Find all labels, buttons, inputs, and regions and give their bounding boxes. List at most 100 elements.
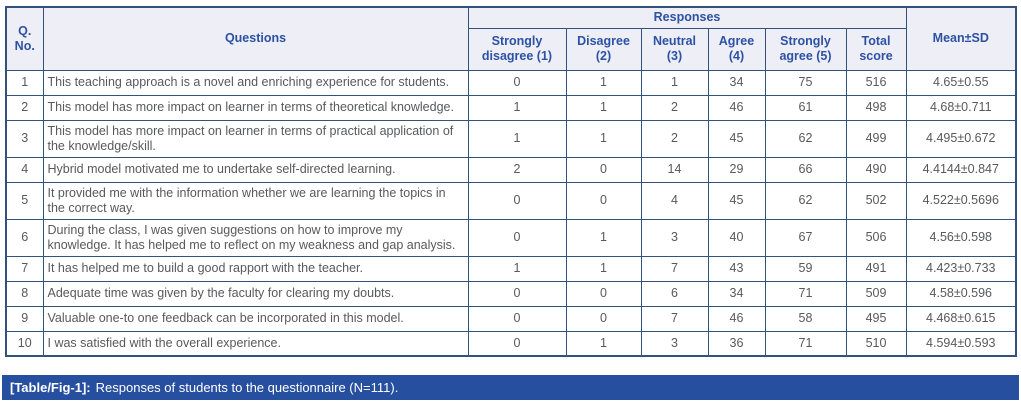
strongly-disagree-cell: 1 xyxy=(467,94,567,121)
col-header-qno: Q. No. xyxy=(5,6,44,71)
header-row-scales: Strongly disagree (1) Disagree (2) Neutr… xyxy=(6,27,1016,71)
mean-sd-cell: 4.594±0.593 xyxy=(905,330,1017,357)
col-header-mean-sd: Mean±SD xyxy=(905,6,1017,71)
agree-cell: 46 xyxy=(707,94,766,121)
agree-cell: 40 xyxy=(707,218,766,257)
disagree-cell: 1 xyxy=(565,255,642,282)
agree-cell: 45 xyxy=(707,119,766,158)
total-score-cell: 491 xyxy=(845,255,907,282)
strongly-disagree-cell: 1 xyxy=(467,255,567,282)
table-row: 8 Adequate time was given by the faculty… xyxy=(5,280,1017,307)
question-cell: I was satisfied with the overall experie… xyxy=(42,330,469,357)
agree-cell: 45 xyxy=(707,181,766,220)
strongly-agree-cell: 58 xyxy=(764,305,847,332)
mean-sd-cell: 4.495±0.672 xyxy=(905,119,1017,158)
qno-cell: 10 xyxy=(5,330,44,357)
question-cell: It has helped me to build a good rapport… xyxy=(42,255,469,282)
col-header-neutral: Neutral (3) xyxy=(640,27,709,71)
agree-cell: 43 xyxy=(707,255,766,282)
question-cell: It provided me with the information whet… xyxy=(42,181,469,220)
col-header-agree: Agree (4) xyxy=(707,27,766,71)
table-row: 10 I was satisfied with the overall expe… xyxy=(5,330,1017,357)
mean-sd-cell: 4.522±0.5696 xyxy=(905,181,1017,220)
strongly-agree-cell: 75 xyxy=(764,69,847,96)
neutral-cell: 7 xyxy=(640,255,709,282)
strongly-agree-cell: 71 xyxy=(764,280,847,307)
table-row: 4 Hybrid model motivated me to undertake… xyxy=(5,156,1017,183)
mean-sd-cell: 4.56±0.598 xyxy=(905,218,1017,257)
qno-cell: 7 xyxy=(5,255,44,282)
neutral-cell: 2 xyxy=(640,94,709,121)
disagree-cell: 1 xyxy=(565,94,642,121)
question-cell: Valuable one-to one feedback can be inco… xyxy=(42,305,469,332)
question-cell: This model has more impact on learner in… xyxy=(42,119,469,158)
neutral-cell: 3 xyxy=(640,218,709,257)
mean-sd-cell: 4.468±0.615 xyxy=(905,305,1017,332)
strongly-agree-cell: 62 xyxy=(764,119,847,158)
table-row: 6 During the class, I was given suggesti… xyxy=(5,218,1017,257)
disagree-cell: 1 xyxy=(565,69,642,96)
disagree-cell: 1 xyxy=(565,119,642,158)
table-row: 5 It provided me with the information wh… xyxy=(5,181,1017,220)
header-row-group: Q. No. Questions Responses Mean±SD xyxy=(5,6,1017,71)
total-score-cell: 510 xyxy=(845,330,907,357)
agree-cell: 34 xyxy=(707,280,766,307)
agree-cell: 36 xyxy=(707,330,766,357)
table-row: 3 This model has more impact on learner … xyxy=(5,119,1017,158)
neutral-cell: 14 xyxy=(640,156,709,183)
table-row: 2 This model has more impact on learner … xyxy=(5,94,1017,121)
qno-cell: 1 xyxy=(5,69,44,96)
strongly-agree-cell: 62 xyxy=(764,181,847,220)
strongly-disagree-cell: 0 xyxy=(467,218,567,257)
question-cell: This teaching approach is a novel and en… xyxy=(42,69,469,96)
strongly-agree-cell: 61 xyxy=(764,94,847,121)
total-score-cell: 506 xyxy=(845,218,907,257)
total-score-cell: 499 xyxy=(845,119,907,158)
strongly-disagree-cell: 0 xyxy=(467,181,567,220)
strongly-disagree-cell: 0 xyxy=(467,280,567,307)
total-score-cell: 516 xyxy=(845,69,907,96)
mean-sd-cell: 4.423±0.733 xyxy=(905,255,1017,282)
question-cell: During the class, I was given suggestion… xyxy=(42,218,469,257)
mean-sd-cell: 4.4144±0.847 xyxy=(905,156,1017,183)
total-score-cell: 509 xyxy=(845,280,907,307)
table-caption-text: Responses of students to the questionnai… xyxy=(95,380,399,395)
disagree-cell: 0 xyxy=(565,181,642,220)
table-caption: [Table/Fig-1]: Responses of students to t… xyxy=(2,375,1019,400)
qno-cell: 6 xyxy=(5,218,44,257)
qno-cell: 4 xyxy=(5,156,44,183)
disagree-cell: 1 xyxy=(565,218,642,257)
table-caption-label: [Table/Fig-1]: xyxy=(10,380,91,395)
disagree-cell: 0 xyxy=(565,156,642,183)
neutral-cell: 1 xyxy=(640,69,709,96)
col-header-questions: Questions xyxy=(42,6,469,71)
table-row: 1 This teaching approach is a novel and … xyxy=(5,69,1017,96)
col-header-total-score: Total score xyxy=(845,27,907,71)
qno-cell: 9 xyxy=(5,305,44,332)
qno-cell: 2 xyxy=(5,94,44,121)
strongly-agree-cell: 71 xyxy=(764,330,847,357)
neutral-cell: 3 xyxy=(640,330,709,357)
question-cell: Adequate time was given by the faculty f… xyxy=(42,280,469,307)
neutral-cell: 2 xyxy=(640,119,709,158)
agree-cell: 34 xyxy=(707,69,766,96)
table-row: 7 It has helped me to build a good rappo… xyxy=(5,255,1017,282)
strongly-disagree-cell: 1 xyxy=(467,119,567,158)
strongly-disagree-cell: 0 xyxy=(467,69,567,96)
strongly-agree-cell: 59 xyxy=(764,255,847,282)
disagree-cell: 0 xyxy=(565,280,642,307)
strongly-agree-cell: 67 xyxy=(764,218,847,257)
neutral-cell: 4 xyxy=(640,181,709,220)
total-score-cell: 495 xyxy=(845,305,907,332)
total-score-cell: 498 xyxy=(845,94,907,121)
strongly-agree-cell: 66 xyxy=(764,156,847,183)
col-header-strongly-disagree: Strongly disagree (1) xyxy=(467,27,567,71)
qno-cell: 8 xyxy=(5,280,44,307)
total-score-cell: 502 xyxy=(845,181,907,220)
questionnaire-responses-table: Q. No. Questions Responses Mean±SD Stron… xyxy=(5,6,1018,357)
total-score-cell: 490 xyxy=(845,156,907,183)
mean-sd-cell: 4.65±0.55 xyxy=(905,69,1017,96)
mean-sd-cell: 4.58±0.596 xyxy=(905,280,1017,307)
question-cell: Hybrid model motivated me to undertake s… xyxy=(42,156,469,183)
